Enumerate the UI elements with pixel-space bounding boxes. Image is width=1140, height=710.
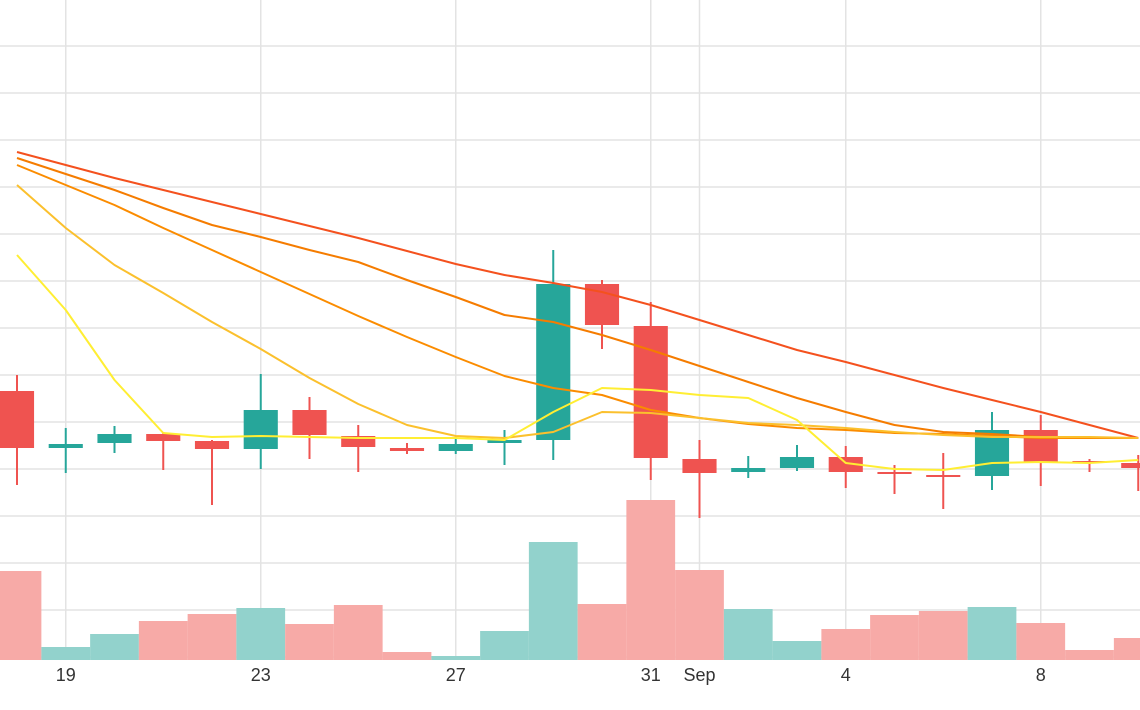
volume-bar xyxy=(382,652,432,660)
volume-bar xyxy=(1065,650,1114,660)
volume-bar xyxy=(236,608,286,660)
volume-bar xyxy=(577,604,627,660)
volume-bar xyxy=(1113,638,1140,660)
x-tick-label: 8 xyxy=(1036,665,1046,685)
volume-bar xyxy=(626,500,676,660)
x-tick-label: 31 xyxy=(641,665,661,685)
volume-bar xyxy=(528,542,578,660)
x-tick-label: 27 xyxy=(446,665,466,685)
candle-body xyxy=(341,436,376,447)
candle-body xyxy=(97,434,132,443)
x-tick-label: 4 xyxy=(841,665,851,685)
candle-body xyxy=(438,444,473,451)
candle-body xyxy=(536,284,571,440)
moving-average-line xyxy=(16,151,1139,439)
volume-bar xyxy=(0,571,42,660)
volume-bar xyxy=(187,614,237,660)
moving-average-line xyxy=(16,164,1139,439)
volume-bar xyxy=(1016,623,1066,660)
volume-bar xyxy=(967,607,1017,660)
candle-body xyxy=(682,459,717,473)
candle-body xyxy=(389,448,425,451)
candle-body xyxy=(243,410,278,449)
volume-bar xyxy=(675,570,724,660)
candle-body xyxy=(877,472,912,474)
volume-bar xyxy=(41,647,91,660)
candle-body xyxy=(731,468,766,472)
volume-bar xyxy=(138,621,188,660)
volume-bar xyxy=(285,624,334,660)
candle-body xyxy=(926,475,961,477)
volume-bar xyxy=(480,631,529,660)
volume-bar xyxy=(918,611,968,660)
candle-body xyxy=(146,434,181,441)
volume-bar xyxy=(870,615,919,660)
candle-body xyxy=(1121,463,1140,468)
volume-bar xyxy=(431,656,481,660)
candle-body xyxy=(292,410,327,435)
moving-average-line xyxy=(16,254,1139,471)
candle-layer xyxy=(0,250,1140,518)
candle-body xyxy=(48,444,83,448)
moving-average-line xyxy=(16,184,1139,439)
candle-body xyxy=(779,457,815,468)
x-tick-label: 19 xyxy=(56,665,76,685)
candle-body xyxy=(0,391,35,448)
volume-layer xyxy=(0,500,1140,660)
volume-bar xyxy=(333,605,383,660)
volume-bar xyxy=(821,629,871,660)
x-tick-label: Sep xyxy=(683,665,715,685)
candle-body xyxy=(194,441,230,449)
candle-body xyxy=(1023,430,1058,463)
volume-bar xyxy=(90,634,139,660)
line-layer xyxy=(16,151,1139,471)
x-tick-label: 23 xyxy=(251,665,271,685)
candle-body xyxy=(487,440,522,443)
volume-bar xyxy=(723,609,773,660)
candle-body xyxy=(828,457,863,472)
volume-bar xyxy=(772,641,822,660)
moving-average-line xyxy=(16,157,1139,439)
axis-layer: 19 23 27 31 Sep 4 8 xyxy=(56,665,1046,685)
